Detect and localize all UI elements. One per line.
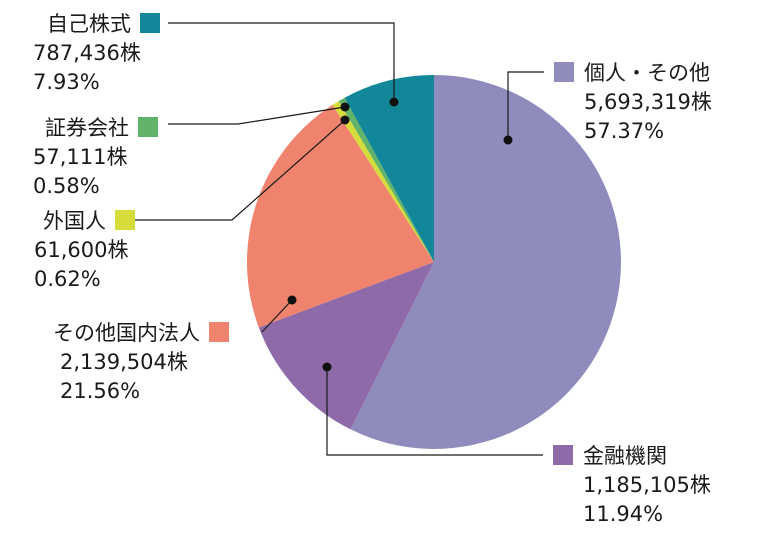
leader-line-foreign (125, 119, 346, 221)
slice-label-domestic-name: その他国内法人 (53, 321, 200, 345)
slice-label-financial-percent: 11.94% (583, 502, 663, 526)
leader-line-securities (168, 106, 346, 125)
leader-dot-domestic (287, 295, 297, 305)
legend-swatch-foreign (115, 210, 135, 230)
pie-slice-foreign (332, 101, 434, 262)
pie-slice-financial (258, 262, 434, 430)
pie-slice-securities (338, 97, 434, 263)
slice-label-individual-name: 個人・その他 (584, 61, 710, 85)
slice-label-individual-percent: 57.37% (584, 119, 664, 143)
slice-label-foreign-shares: 61,600株 (34, 238, 128, 262)
pie-slice-domestic (246, 104, 434, 328)
legend-swatch-securities (138, 117, 158, 137)
slice-label-securities-percent: 0.58% (33, 174, 100, 198)
leader-lines (125, 22, 544, 456)
pie-slice-individual (350, 75, 621, 449)
slice-label-individual-shares: 5,693,319株 (584, 90, 712, 114)
slice-label-securities-name: 証券会社 (45, 116, 129, 140)
legend-swatch-domestic (209, 322, 229, 342)
slice-label-financial-name: 金融機関 (583, 444, 667, 468)
slice-label-financial-shares: 1,185,105株 (583, 473, 711, 497)
pie-slices (246, 75, 621, 449)
slice-label-foreign-name: 外国人 (43, 209, 106, 233)
pie-slice-treasury (344, 75, 434, 262)
leader-line-treasury (168, 22, 395, 102)
legend-swatch-financial (553, 445, 573, 465)
slice-label-treasury-percent: 7.93% (33, 70, 100, 94)
slice-label-treasury-shares: 787,436株 (33, 41, 141, 65)
slice-label-treasury-name: 自己株式 (47, 12, 131, 36)
legend-swatch-treasury (140, 13, 160, 33)
slice-labels: 個人・その他 5,693,319株 57.37% 金融機関 1,185,105株 11.9… (33, 12, 712, 526)
slice-label-foreign-percent: 0.62% (34, 267, 101, 291)
leader-line-financial (326, 367, 543, 456)
slice-label-domestic-shares: 2,139,504株 (60, 350, 188, 374)
leader-dot-individual (503, 135, 513, 145)
leader-dot-securities (340, 102, 350, 112)
leader-dot-treasury (389, 97, 399, 107)
leader-line-individual (507, 71, 544, 140)
slice-label-domestic-percent: 21.56% (60, 379, 140, 403)
slice-label-securities-shares: 57,111株 (33, 145, 127, 169)
leader-dot-financial (322, 362, 332, 372)
leader-dot-foreign (340, 115, 350, 125)
legend-swatch-individual (554, 62, 574, 82)
leader-line-domestic (261, 299, 293, 333)
